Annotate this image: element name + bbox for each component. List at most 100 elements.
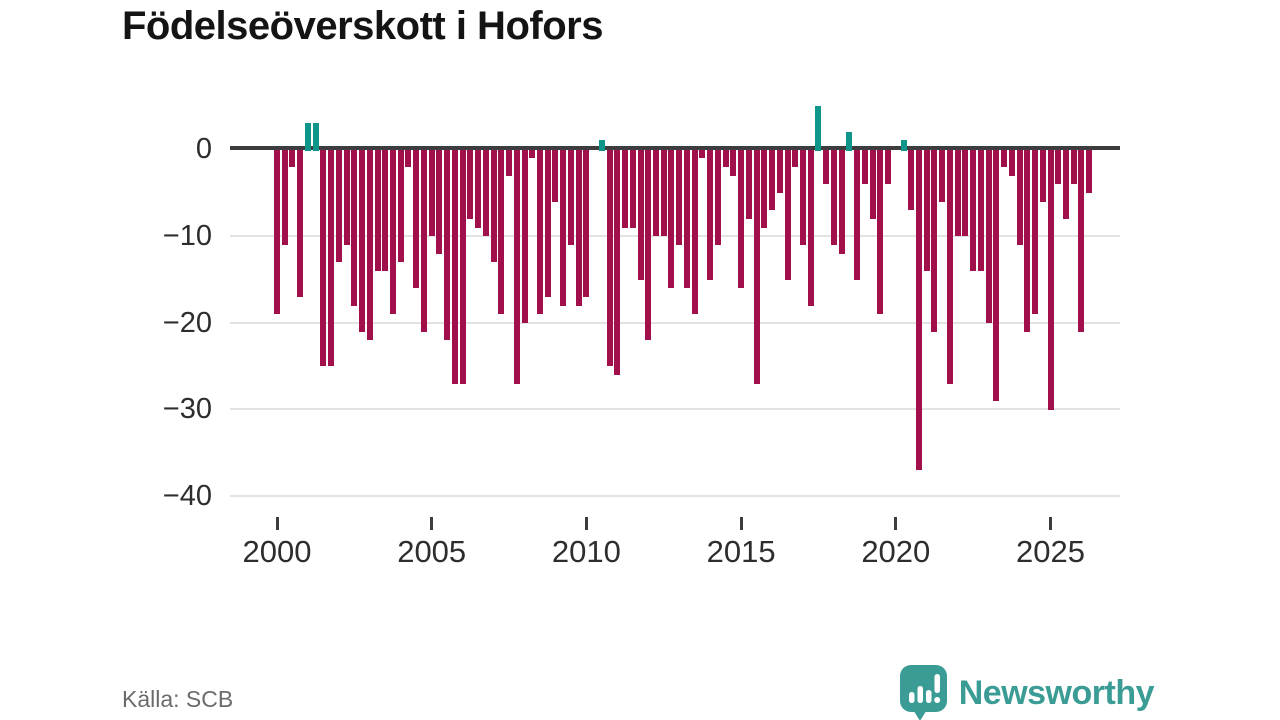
bar-2012-q2 [653,149,659,237]
bar-2021-q1 [923,149,930,271]
gridline-minus30 [230,408,1120,411]
x-tick-2000 [275,517,279,530]
bar-2003-q4 [390,149,397,315]
y-axis-labels: 0 −10 −20 −30 −40 [0,0,212,720]
chart-title: Födelseöverskott i Hofors [122,4,603,48]
bar-2012-q4 [668,149,675,289]
bar-2011-q3 [629,149,636,228]
bar-2025-q3 [1062,149,1069,219]
bar-2006-q3 [475,149,482,228]
bar-2000-q4 [297,149,304,297]
bar-2004-q1 [397,149,404,263]
bar-2015-q4 [761,149,768,228]
bar-2022-q3 [970,149,977,271]
x-tick-2025 [1049,517,1052,530]
x-tick-label-2010: 2010 [551,534,621,569]
x-tick-2010 [584,517,588,530]
bar-2013-q3 [691,149,698,315]
x-tick-label-2025: 2025 [1016,534,1085,569]
bar-2005-q1 [428,149,435,237]
newsworthy-logo: Newsworthy [899,664,1155,720]
bar-2006-q1 [459,149,466,384]
bar-2026-q1 [1078,149,1085,332]
bar-2020-q3 [908,149,915,211]
bar-2022-q2 [962,149,969,237]
bar-2020-q4 [916,149,922,471]
bar-2019-q2 [869,149,876,219]
bar-2017-q2 [807,149,814,306]
bar-2007-q3 [506,149,513,176]
bar-2006-q4 [482,149,489,237]
bar-2009-q4 [575,149,582,306]
bar-2007-q2 [498,149,505,315]
bar-2026-q2 [1086,149,1093,193]
bar-2004-q3 [413,149,420,289]
bar-2014-q2 [714,149,721,245]
bar-2014-q1 [707,149,714,280]
x-tick-label-2000: 2000 [242,534,312,569]
bar-2012-q1 [645,149,652,341]
bar-2015-q1 [738,149,745,289]
bar-2001-q3 [320,149,327,367]
bar-2009-q3 [567,149,574,245]
x-tick-2015 [739,517,743,530]
bar-2016-q3 [784,149,791,280]
bar-2011-q2 [622,149,629,228]
bar-2018-q3 [846,131,853,151]
zero-baseline [230,146,1120,150]
bar-2013-q1 [676,149,683,245]
brand-name: Newsworthy [958,673,1155,712]
bar-2006-q2 [467,149,474,219]
bar-2008-q4 [544,149,551,297]
bar-2002-q3 [351,149,358,306]
bar-2013-q4 [699,149,706,159]
bar-2009-q1 [552,149,559,202]
bar-2023-q1 [985,149,992,323]
bar-2016-q1 [769,149,776,211]
bar-2002-q4 [359,149,366,332]
y-tick-label--40: −40 [162,480,212,512]
bar-2025-q4 [1070,149,1077,185]
bar-2007-q4 [513,149,520,384]
bar-2012-q3 [660,149,667,237]
bar-2009-q2 [560,149,567,306]
bar-2011-q4 [637,149,644,280]
bar-2010-q4 [606,149,613,367]
bar-2019-q1 [861,149,868,185]
bar-2019-q3 [877,149,884,315]
source-note: Källa: SCB [122,686,234,712]
bar-2001-q1 [304,122,311,151]
bar-2024-q2 [1024,149,1031,332]
gridline-minus10 [230,234,1120,237]
bar-2001-q4 [328,149,335,367]
bar-2010-q3 [598,140,605,151]
bar-2008-q2 [529,149,536,159]
y-tick-label-0: 0 [195,133,212,165]
bar-2003-q2 [374,149,381,271]
x-tick-label-2020: 2020 [861,534,931,569]
x-tick-label-2005: 2005 [397,534,467,569]
bar-2003-q1 [366,149,373,341]
bar-2016-q4 [792,149,799,167]
x-tick-2005 [430,517,434,530]
bar-2003-q3 [382,149,389,271]
bar-2005-q3 [444,149,451,341]
bar-2016-q2 [776,149,783,193]
bar-2007-q1 [490,149,497,263]
x-tick-label-2015: 2015 [706,534,776,569]
bar-2023-q3 [1001,149,1008,167]
bar-2000-q2 [281,149,288,245]
bar-2014-q4 [730,149,737,176]
x-tick-2020 [894,517,898,530]
bar-2001-q2 [312,122,319,151]
x-axis: 2000 2005 2010 2015 2020 2025 [230,517,1120,577]
bar-2022-q1 [954,149,961,237]
bar-2024-q4 [1039,149,1046,202]
bar-2005-q2 [436,149,443,254]
bar-2000-q1 [274,149,280,315]
bar-2017-q1 [799,149,806,245]
bar-2021-q4 [946,149,953,384]
bar-2013-q2 [683,149,690,289]
bar-2014-q3 [722,149,729,167]
